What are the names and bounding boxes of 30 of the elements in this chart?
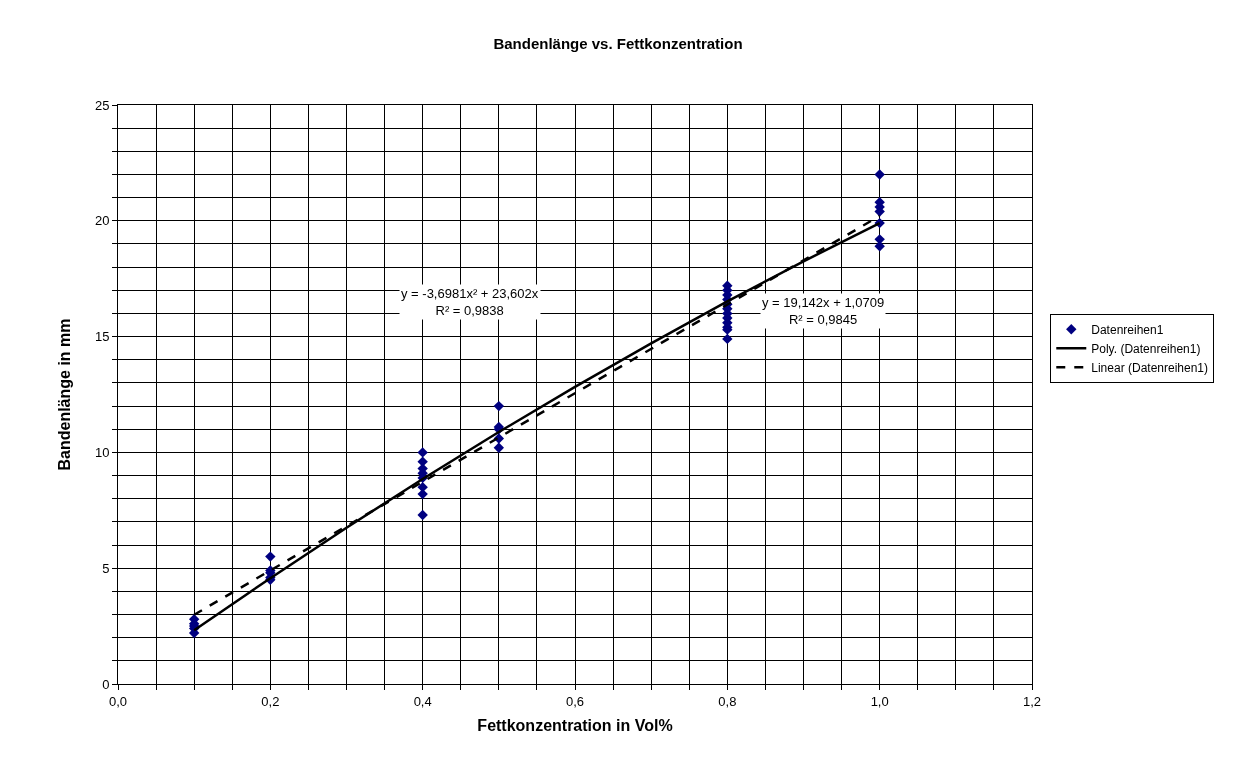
x-tick-label: 1,0 (870, 693, 889, 709)
y-tick-label: 20 (94, 213, 110, 229)
x-tick-label: 0,4 (413, 693, 432, 709)
point (874, 241, 885, 252)
legend-label: Poly. (Datenreihen1) (1091, 341, 1201, 356)
annotation: y = 19,142x + 1,0709 R² = 0,9845 (762, 295, 885, 327)
annotation: y = -3,6981x² + 23,602x R² = 0,9838 (401, 286, 539, 318)
x-tick-label: 0,6 (565, 693, 585, 709)
point (417, 456, 428, 467)
point (493, 400, 505, 412)
x-tick-label: 0,8 (718, 693, 737, 709)
point (493, 442, 505, 453)
point (417, 509, 428, 521)
y-tick-label: 5 (102, 560, 110, 576)
legend-label: Linear (Datenreihen1) (1091, 360, 1209, 375)
point (417, 447, 428, 458)
y-tick-label: 25 (94, 97, 110, 113)
y-tick-label: 0 (102, 676, 110, 692)
point (722, 333, 733, 345)
y-tick-label: 15 (94, 329, 110, 345)
x-axis-title: Fettkonzentration in Vol% (477, 717, 673, 735)
y-axis-title: Bandenlänge in mm (55, 318, 73, 471)
x-tick-label: 0,0 (108, 693, 128, 709)
legend-label: Datenreihen1 (1091, 322, 1164, 337)
point (265, 551, 276, 562)
x-tick-label: 1,2 (1022, 693, 1042, 709)
chart-title: Bandenlänge vs. Fettkonzentration (493, 34, 743, 52)
y-tick-label: 10 (94, 444, 110, 460)
point (874, 169, 885, 180)
x-tick-label: 0,2 (261, 693, 280, 709)
